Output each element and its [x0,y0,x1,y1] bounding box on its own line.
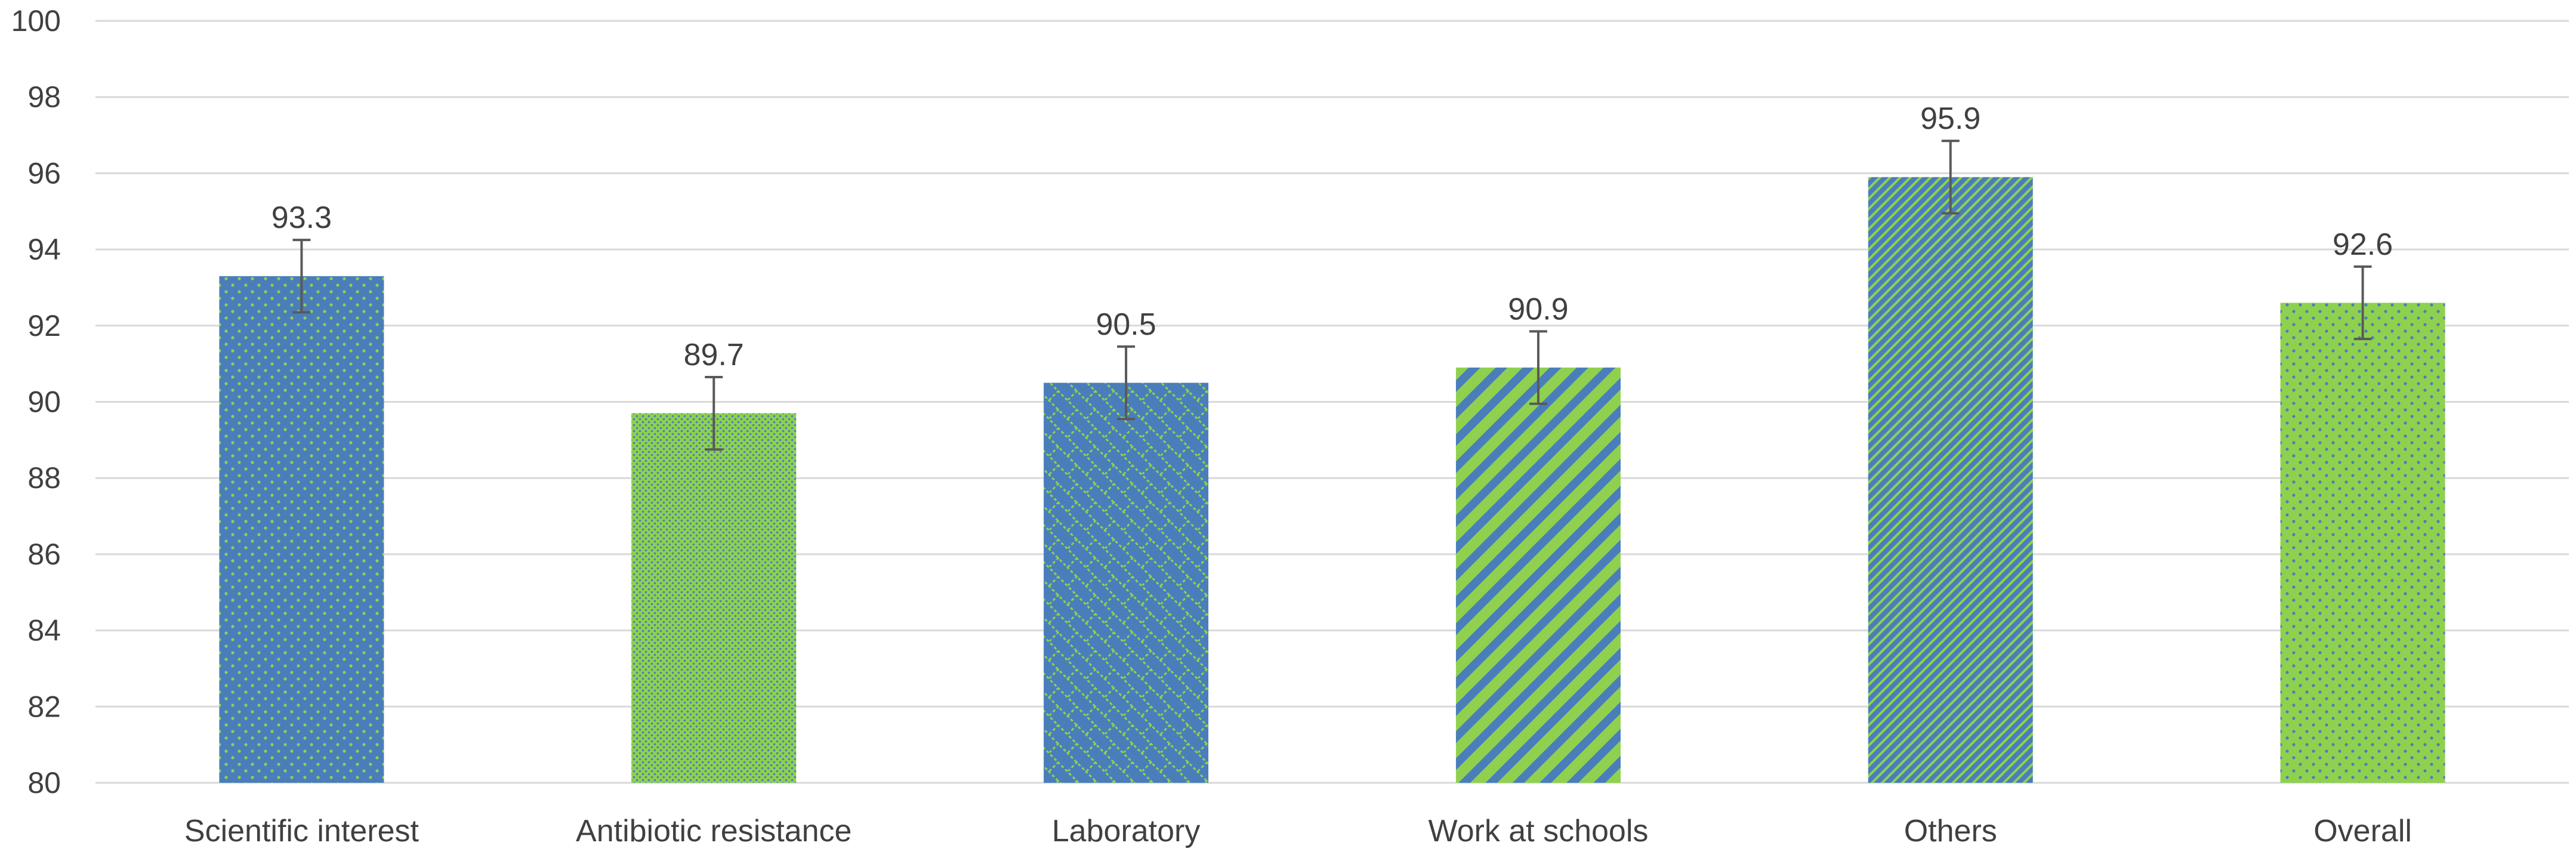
y-tick-label: 82 [27,690,61,723]
y-tick-label: 86 [27,538,61,571]
y-tick-label: 96 [27,156,61,190]
y-tick-label: 84 [27,614,61,647]
bar-work-at-schools [1455,368,1621,783]
data-label: 93.3 [272,200,332,235]
error-bar [1117,345,1136,421]
data-label: 90.5 [1096,307,1156,342]
data-labels: 93.3 89.7 90.5 90.9 95.9 92.6 [272,101,2393,372]
data-label: 89.7 [684,338,744,372]
y-tick-label: 92 [27,309,61,342]
bar-others [1868,177,2033,783]
error-bar [1529,330,1547,405]
error-bar [292,239,311,314]
bars [219,177,2445,783]
y-tick-label: 100 [11,4,61,38]
data-label: 90.9 [1508,292,1568,326]
error-bar [1941,140,1960,215]
bar-laboratory [1044,382,1209,783]
data-label: 95.9 [1920,101,1980,136]
error-bar [705,375,723,451]
error-bars [292,140,2372,451]
x-category-label: Work at schools [1428,814,1648,848]
bar-scientific-interest [219,276,384,783]
x-category-label: Laboratory [1052,814,1201,848]
y-tick-label: 88 [27,461,61,495]
bar-overall [2280,303,2445,783]
y-axis-tick-labels: 80 82 84 86 88 90 92 94 96 98 100 [11,4,61,800]
x-category-label: Antibiotic resistance [576,814,852,848]
x-category-label: Scientific interest [184,814,419,848]
x-category-label: Overall [2313,814,2412,848]
data-label: 92.6 [2333,227,2393,262]
gridlines [95,20,2569,784]
x-category-label: Others [1904,814,1997,848]
y-tick-label: 98 [27,81,61,114]
y-tick-label: 80 [27,766,61,800]
error-bar [2353,265,2372,341]
y-tick-label: 94 [27,233,61,266]
bar-antibiotic-resistance [631,413,797,783]
x-axis-category-labels: Scientific interest Antibiotic resistance… [184,814,2412,848]
y-tick-label: 90 [27,385,61,419]
